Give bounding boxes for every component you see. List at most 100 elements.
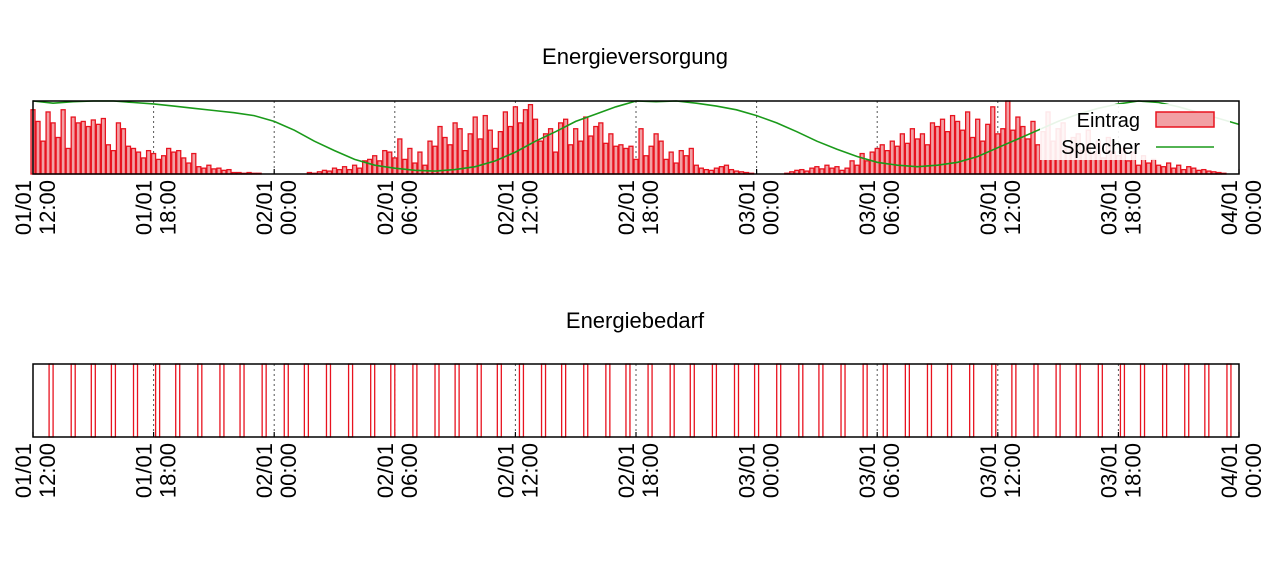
bar	[522, 109, 529, 175]
bar	[140, 157, 147, 175]
bar	[422, 164, 428, 175]
x-tick-label: 04/0100:00	[1217, 443, 1266, 498]
bar	[991, 363, 997, 438]
x-tick-label-time: 18:00	[1120, 443, 1145, 498]
x-tick-label-date: 02/01	[493, 443, 518, 498]
x-tick-label-time: 12:00	[517, 443, 542, 498]
x-tick-label: 02/0118:00	[614, 180, 663, 235]
bar	[239, 363, 245, 438]
bar	[197, 363, 203, 438]
x-tick-label-time: 12:00	[1000, 180, 1025, 235]
bar	[1171, 167, 1177, 175]
bar	[648, 145, 654, 175]
bar	[573, 128, 579, 175]
bar	[809, 167, 815, 175]
bar	[924, 144, 931, 175]
bar	[1000, 128, 1006, 175]
x-tick-label: 02/0112:00	[493, 443, 542, 498]
bar	[603, 142, 609, 175]
bar	[934, 125, 941, 175]
bar	[211, 168, 217, 175]
bar	[540, 363, 547, 438]
bar	[980, 140, 986, 175]
bar	[899, 133, 905, 175]
x-tick-label-date: 03/01	[1096, 180, 1121, 235]
x-tick-labels: 01/0112:00 01/0118:00 02/0100:00 02/0106:00…	[11, 443, 1266, 498]
bar	[862, 363, 868, 438]
bar	[985, 123, 991, 175]
bar	[150, 152, 157, 175]
bar	[718, 166, 725, 175]
bar	[1204, 363, 1210, 438]
bar	[904, 142, 910, 175]
bar	[477, 138, 483, 175]
x-tick-label: 02/0106:00	[373, 180, 422, 235]
legend-label-eintrag: Eintrag	[1077, 110, 1140, 132]
bar	[840, 363, 846, 438]
energieversorgung-title: Energieversorgung	[542, 44, 728, 69]
energieversorgung-chart: Energieversorgung Eintrag Speicher 01/01…	[11, 44, 1266, 235]
bar	[1191, 167, 1197, 175]
bar	[497, 131, 503, 175]
bar	[824, 164, 830, 175]
bar	[377, 160, 383, 175]
bar	[206, 164, 212, 175]
bar	[518, 363, 525, 438]
bar	[347, 363, 354, 438]
bar	[798, 363, 804, 438]
bar	[35, 120, 41, 175]
bar	[678, 149, 684, 175]
bar	[1010, 129, 1016, 175]
bar	[854, 164, 860, 175]
bar	[1055, 363, 1061, 438]
bar	[1020, 125, 1026, 175]
bar	[181, 157, 187, 175]
bar	[1025, 138, 1031, 175]
bar	[598, 122, 604, 175]
x-tick-label-time: 00:00	[759, 443, 784, 498]
bar	[568, 144, 574, 175]
bar	[527, 104, 534, 175]
bar	[733, 363, 740, 438]
x-tick-label: 02/0100:00	[252, 443, 301, 498]
bar	[995, 133, 1001, 175]
bar	[135, 151, 142, 175]
x-tick-label-date: 02/01	[614, 180, 639, 235]
bar	[367, 158, 373, 175]
x-tick-label-time: 18:00	[1120, 180, 1145, 235]
bar	[1030, 120, 1036, 175]
x-tick-label-time: 18:00	[638, 443, 663, 498]
x-tick-label-time: 00:00	[759, 180, 784, 235]
bar	[990, 106, 996, 175]
bar	[70, 363, 76, 438]
bar	[145, 149, 152, 175]
bar	[55, 136, 61, 175]
x-tick-label-time: 12:00	[35, 180, 60, 235]
bar	[628, 145, 634, 175]
bar	[894, 145, 900, 175]
bar	[1184, 363, 1190, 438]
x-tick-label-date: 03/01	[855, 180, 880, 235]
x-tick-label-date: 02/01	[252, 443, 277, 498]
x-tick-label-date: 03/01	[735, 180, 760, 235]
bar	[1176, 164, 1182, 175]
bar	[844, 167, 850, 175]
bedarf-bars	[48, 363, 1232, 438]
x-tick-label-date: 03/01	[1096, 443, 1121, 498]
bar	[219, 363, 225, 438]
bar	[693, 164, 699, 175]
x-tick-label-date: 02/01	[493, 180, 518, 235]
bar	[552, 151, 559, 175]
bar	[532, 118, 539, 175]
bar	[623, 147, 629, 175]
bar	[658, 140, 664, 175]
bar	[154, 363, 161, 438]
bar	[1186, 166, 1192, 175]
bar	[859, 152, 865, 175]
x-tick-label-time: 00:00	[276, 443, 301, 498]
x-tick-label: 02/0112:00	[493, 180, 542, 235]
x-tick-label-date: 01/01	[11, 443, 36, 498]
x-tick-label: 01/0118:00	[132, 443, 181, 498]
energiebedarf-title: Energiebedarf	[566, 308, 705, 333]
x-tick-labels: 01/0112:00 01/0118:00 02/0100:00 02/0106:00…	[11, 180, 1266, 235]
